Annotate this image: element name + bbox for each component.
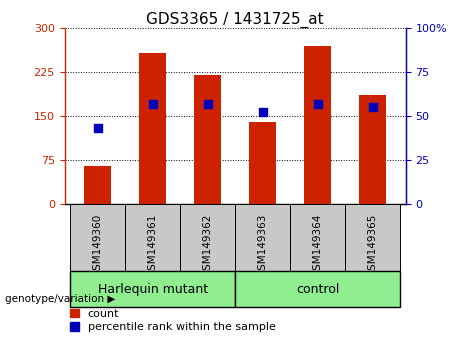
Text: GSM149361: GSM149361 <box>148 214 158 277</box>
Point <box>204 101 211 107</box>
Bar <box>345 204 400 271</box>
Bar <box>194 75 221 204</box>
Bar <box>70 204 125 271</box>
Legend: count, percentile rank within the sample: count, percentile rank within the sample <box>70 309 276 332</box>
Bar <box>235 204 290 271</box>
Bar <box>70 271 235 307</box>
Bar <box>139 53 166 204</box>
Point <box>369 104 376 110</box>
Text: GSM149363: GSM149363 <box>258 214 268 277</box>
Text: GSM149362: GSM149362 <box>202 214 213 277</box>
Point <box>314 101 321 107</box>
Text: GSM149360: GSM149360 <box>93 214 102 277</box>
Text: control: control <box>296 283 339 296</box>
Bar <box>359 96 386 204</box>
Bar <box>304 46 331 204</box>
Text: GSM149364: GSM149364 <box>313 214 323 277</box>
Title: GDS3365 / 1431725_at: GDS3365 / 1431725_at <box>146 12 324 28</box>
Point <box>149 101 156 107</box>
Bar <box>84 166 111 204</box>
Point <box>259 110 266 115</box>
Text: GSM149365: GSM149365 <box>368 214 378 277</box>
Bar <box>249 122 277 204</box>
Text: genotype/variation ▶: genotype/variation ▶ <box>5 294 115 304</box>
Bar <box>125 204 180 271</box>
Bar <box>180 204 235 271</box>
Bar <box>290 204 345 271</box>
Bar <box>235 271 400 307</box>
Point <box>94 125 101 131</box>
Text: Harlequin mutant: Harlequin mutant <box>98 283 207 296</box>
